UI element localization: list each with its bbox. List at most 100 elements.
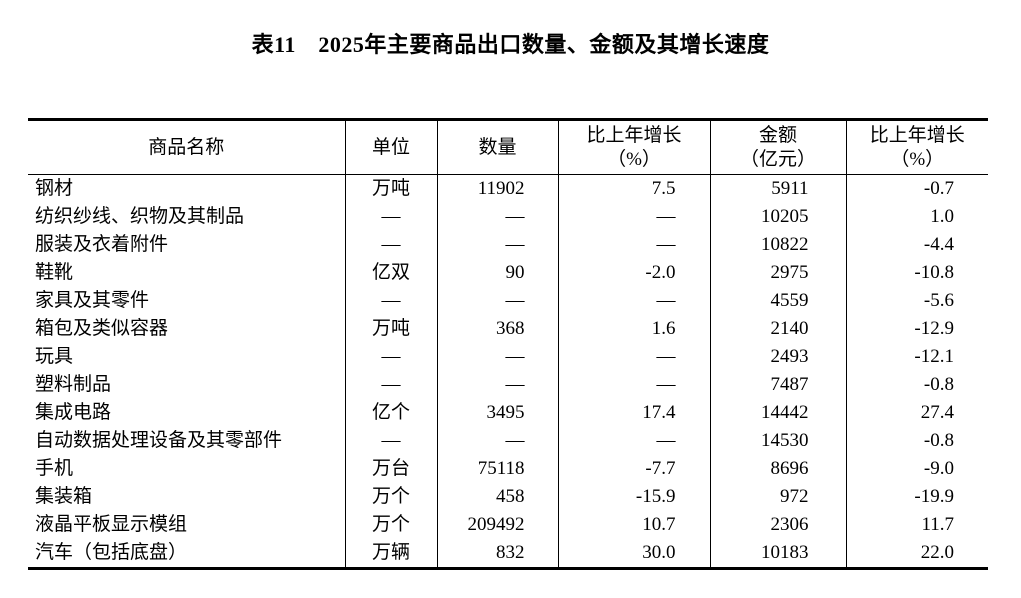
cell-quantity: 209492 [436,511,558,539]
cell-commodity-name: 家具及其零件 [35,290,150,311]
cell-commodity-name: 鞋靴 [35,262,74,283]
cell-quantity: — [436,287,558,315]
cell-amount: 2306 [709,511,846,539]
cell-amount: 10205 [709,203,846,231]
cell-quantity: 458 [436,483,558,511]
table-row: 塑料制品 — — —7487 -0.8 [28,371,988,399]
cell-amount: 2493 [709,343,846,371]
table-row: 纺织纱线、织物及其制品 — — —10205 1.0 [28,203,988,231]
cell-amount-growth: -0.8 [845,371,988,399]
table-row: 服装及衣着附件 — — —10822 -4.4 [28,231,988,259]
cell-amount-growth: 22.0 [845,539,988,569]
cell-amount: 10822 [709,231,846,259]
cell-unit: — [344,231,437,259]
cell-quantity-growth: — [557,203,710,231]
cell-amount: 972 [709,483,846,511]
cell-amount-growth: 11.7 [845,511,988,539]
cell-commodity-name: 集成电路 [35,402,112,423]
cell-quantity-growth: — [557,343,710,371]
export-commodities-table: 商品名称 单位 数量 比上年增长 （%） 金额 （亿元） 比上年增长 （%） 钢… [28,118,988,570]
cell-quantity: 3495 [436,399,558,427]
cell-amount: 8696 [709,455,846,483]
cell-commodity-name: 钢材 [35,178,74,199]
cell-unit: — [344,427,437,455]
cell-commodity-name: 箱包及类似容器 [35,318,169,339]
cell-quantity: 832 [436,539,558,569]
cell-quantity-growth: -15.9 [557,483,710,511]
cell-amount-growth: -10.8 [845,259,988,287]
cell-amount-growth: -12.1 [845,343,988,371]
cell-quantity-growth: -2.0 [557,259,710,287]
cell-amount: 2975 [709,259,846,287]
table-header: 商品名称 单位 数量 比上年增长 （%） 金额 （亿元） 比上年增长 （%） [28,119,988,175]
header-amount-line1: 金额 [758,124,797,146]
cell-commodity-name: 纺织纱线、织物及其制品 [35,206,245,227]
table-row: 集装箱 万个 458 -15.9 972 -19.9 [28,483,988,511]
table-body: 钢材 万吨 11902 7.5 5911 -0.7 纺织纱线、织物及其制品 — — —10205 1… [28,174,988,569]
cell-unit: 万辆 [344,539,437,569]
cell-quantity: 11902 [436,174,558,203]
cell-quantity: 368 [436,315,558,343]
cell-quantity: 75118 [436,455,558,483]
cell-unit: 亿个 [344,399,437,427]
cell-unit: — [344,203,437,231]
table-row: 家具及其零件 — — —4559 -5.6 [28,287,988,315]
cell-amount-growth: -12.9 [845,315,988,343]
cell-quantity-growth: 17.4 [557,399,710,427]
cell-quantity: 90 [436,259,558,287]
cell-quantity-growth: 7.5 [557,174,710,203]
cell-unit: 万吨 [344,315,437,343]
cell-unit: 亿双 [344,259,437,287]
cell-quantity-growth: — [557,427,710,455]
cell-amount-growth: -9.0 [845,455,988,483]
cell-quantity-growth: — [557,371,710,399]
cell-quantity: — [436,203,558,231]
cell-amount-growth: -5.6 [845,287,988,315]
cell-commodity-name: 塑料制品 [35,374,112,395]
cell-amount-growth: -19.9 [845,483,988,511]
cell-amount-growth: 1.0 [845,203,988,231]
table-row: 汽车（包括底盘） 万辆 832 30.0 10183 22.0 [28,539,988,569]
cell-amount: 5911 [709,174,846,203]
cell-quantity-growth: — [557,231,710,259]
cell-amount-growth: -0.8 [845,427,988,455]
cell-commodity-name: 集装箱 [35,486,93,507]
cell-quantity-growth: 10.7 [557,511,710,539]
table-row: 集成电路 亿个 3495 17.4 14442 27.4 [28,399,988,427]
table-row: 玩具 — — —2493 -12.1 [28,343,988,371]
cell-commodity-name: 自动数据处理设备及其零部件 [35,430,283,451]
header-unit: 单位 [344,119,437,175]
cell-amount-growth: -0.7 [845,174,988,203]
cell-commodity-name: 玩具 [35,346,74,367]
table-row: 自动数据处理设备及其零部件 — — —14530 -0.8 [28,427,988,455]
header-amount-growth-line2: （%） [890,148,945,170]
cell-amount: 14530 [709,427,846,455]
cell-unit: 万个 [344,511,437,539]
cell-unit: 万台 [344,455,437,483]
table-row: 箱包及类似容器 万吨 368 1.6 2140 -12.9 [28,315,988,343]
header-amount-growth-line1: 比上年增长 [869,124,965,146]
header-quantity-growth-line1: 比上年增长 [586,124,682,146]
cell-amount: 4559 [709,287,846,315]
cell-amount-growth: 27.4 [845,399,988,427]
cell-quantity-growth: 30.0 [557,539,710,569]
header-amount: 金额 （亿元） [709,119,846,175]
header-quantity: 数量 [436,119,558,175]
table-title: 表11 2025年主要商品出口数量、金额及其增长速度 [251,32,770,57]
cell-quantity-growth: — [557,287,710,315]
header-commodity-name: 商品名称 [28,119,345,175]
cell-amount-growth: -4.4 [845,231,988,259]
table-row: 钢材 万吨 11902 7.5 5911 -0.7 [28,174,988,203]
cell-amount: 7487 [709,371,846,399]
cell-amount: 2140 [709,315,846,343]
cell-amount: 14442 [709,399,846,427]
cell-commodity-name: 手机 [35,458,74,479]
cell-quantity: — [436,343,558,371]
table-row: 液晶平板显示模组 万个 209492 10.7 2306 11.7 [28,511,988,539]
header-quantity-growth: 比上年增长 （%） [557,119,710,175]
cell-unit: — [344,287,437,315]
header-amount-line2: （亿元） [739,148,816,170]
cell-commodity-name: 汽车（包括底盘） [35,542,188,563]
header-quantity-growth-line2: （%） [607,148,661,170]
cell-quantity-growth: -7.7 [557,455,710,483]
